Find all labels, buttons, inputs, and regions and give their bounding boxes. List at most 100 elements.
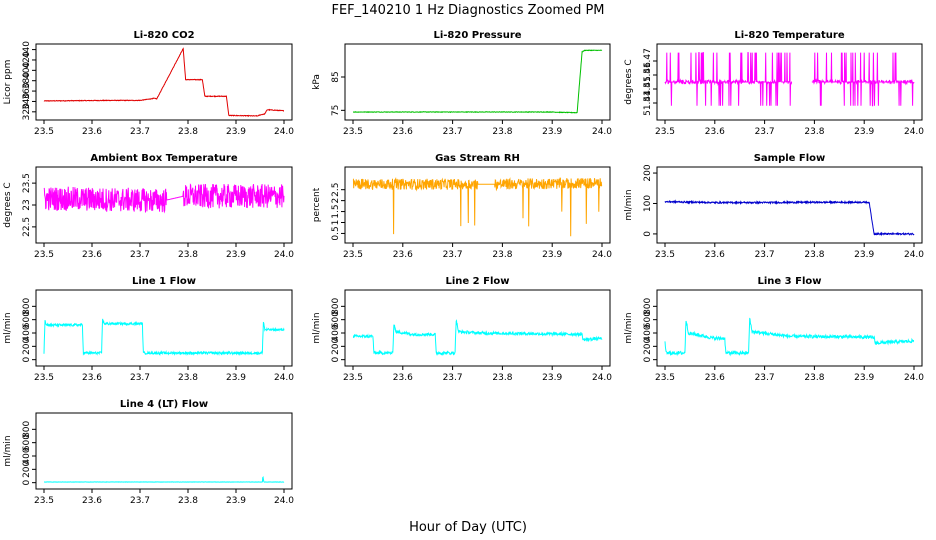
y-tick-label: 200: [643, 337, 653, 354]
x-tick-label: 23.6: [705, 127, 725, 137]
x-tick-label: 24.0: [904, 250, 924, 260]
series-line: [664, 52, 915, 107]
x-tick-label: 24.0: [592, 373, 612, 383]
panel-sample_flow: Sample Flow ml/min 23.5 23.6 23.7 23.8 23.9 24.…: [624, 153, 924, 260]
series-line: [353, 49, 603, 114]
x-tick-label: 23.7: [130, 127, 150, 137]
series-line: [352, 177, 603, 237]
y-tick-label: 400: [22, 324, 32, 341]
plot-frame: [35, 43, 293, 121]
y-axis-label: ml/min: [624, 189, 634, 220]
y-tick-label: 85: [331, 71, 341, 82]
plot-frame: [656, 166, 923, 244]
y-tick-label: 75: [331, 105, 341, 116]
x-tick-label: 23.9: [542, 127, 562, 137]
x-tick-label: 23.5: [34, 250, 54, 260]
y-tick-label: 22.5: [22, 217, 32, 237]
y-axis-label: percent: [312, 187, 322, 222]
y-tick-label: 400: [643, 324, 653, 341]
x-tick-label: 23.6: [82, 496, 102, 506]
x-tick-label: 23.5: [655, 127, 675, 137]
plot-frame: [35, 289, 293, 367]
panel-title: Line 2 Flow: [446, 276, 510, 287]
x-tick-label: 23.9: [226, 373, 246, 383]
x-tick-label: 23.8: [178, 127, 198, 137]
panel-title: Ambient Box Temperature: [90, 153, 237, 164]
x-tick-label: 23.8: [804, 373, 824, 383]
y-tick-label: 0.5: [331, 226, 341, 240]
x-tick-label: 23.7: [755, 127, 775, 137]
figure-x-label: Hour of Day (UTC): [409, 520, 527, 535]
series-line: [43, 318, 285, 357]
x-tick-label: 23.9: [854, 250, 874, 260]
y-tick-label: 100: [643, 195, 653, 212]
x-tick-label: 23.7: [443, 250, 463, 260]
x-tick-label: 23.8: [492, 250, 512, 260]
series-line: [664, 317, 915, 357]
y-tick-label: 360: [22, 82, 32, 99]
panel-title: Line 4 (LT) Flow: [120, 399, 208, 410]
panel-title: Line 1 Flow: [132, 276, 196, 287]
panel-title: Li-820 Temperature: [734, 30, 844, 41]
panel-ambient_temp: Ambient Box Temperature degrees C 23.5 23.6…: [3, 153, 294, 260]
y-tick-label: 600: [643, 311, 653, 328]
y-axis-label: Licor ppm: [3, 60, 13, 105]
x-tick-label: 23.8: [178, 250, 198, 260]
x-tick-label: 24.0: [274, 127, 294, 137]
plot-frame: [35, 412, 293, 490]
series-line: [43, 47, 285, 118]
panel-line3: Line 3 Flow ml/min 23.5 23.6 23.7 23.8 23.9 24.…: [624, 276, 924, 383]
panel-rh: Gas Stream RH percent 23.5 23.6 23.7 23.8 23.9…: [312, 153, 612, 260]
panel-pressure: Li-820 Pressure kPa 23.5 23.6 23.7 23.8 23.9 24…: [312, 30, 612, 137]
x-tick-label: 23.6: [82, 250, 102, 260]
plot-frame: [344, 166, 611, 244]
y-tick-label: 200: [22, 337, 32, 354]
x-tick-label: 23.8: [804, 127, 824, 137]
x-tick-label: 23.5: [34, 127, 54, 137]
x-tick-label: 23.9: [854, 373, 874, 383]
panel-title: Li-820 CO2: [133, 30, 194, 41]
x-tick-label: 23.6: [393, 127, 413, 137]
series-line: [44, 475, 285, 483]
y-tick-label: 400: [22, 447, 32, 464]
x-tick-label: 23.6: [393, 250, 413, 260]
y-tick-label: 400: [331, 324, 341, 341]
y-tick-label: 800: [331, 297, 341, 314]
plot-frame: [344, 43, 611, 121]
y-tick-label: 51.46: [643, 62, 653, 88]
panel-title: Sample Flow: [754, 153, 826, 164]
y-tick-label: 0: [331, 357, 341, 363]
y-tick-label: 51.45: [643, 76, 653, 102]
y-axis-label: ml/min: [3, 312, 13, 343]
y-tick-label: 800: [22, 420, 32, 437]
x-tick-label: 23.7: [130, 496, 150, 506]
y-tick-label: 800: [643, 297, 653, 314]
x-tick-label: 23.5: [343, 250, 363, 260]
y-axis-label: degrees C: [624, 59, 634, 104]
x-tick-label: 24.0: [274, 496, 294, 506]
y-tick-label: 200: [22, 460, 32, 477]
y-tick-label: 23.5: [22, 173, 32, 193]
x-tick-label: 23.5: [343, 127, 363, 137]
x-tick-label: 23.5: [34, 496, 54, 506]
x-tick-label: 23.9: [226, 127, 246, 137]
x-tick-label: 23.5: [655, 373, 675, 383]
y-axis-label: ml/min: [624, 312, 634, 343]
x-tick-label: 24.0: [904, 373, 924, 383]
x-tick-label: 23.7: [130, 250, 150, 260]
y-tick-label: 0: [22, 480, 32, 486]
x-tick-label: 23.9: [226, 250, 246, 260]
x-tick-label: 23.7: [130, 373, 150, 383]
y-tick-label: 23: [22, 199, 32, 210]
series-line: [352, 319, 603, 356]
y-tick-label: 0: [643, 357, 653, 363]
x-tick-label: 23.5: [343, 373, 363, 383]
x-tick-label: 23.7: [443, 127, 463, 137]
y-tick-label: 200: [331, 337, 341, 354]
x-tick-label: 23.6: [705, 373, 725, 383]
y-axis-label: ml/min: [312, 312, 322, 343]
y-tick-label: 0: [22, 357, 32, 363]
x-tick-label: 23.7: [755, 250, 775, 260]
y-tick-label: 600: [331, 311, 341, 328]
